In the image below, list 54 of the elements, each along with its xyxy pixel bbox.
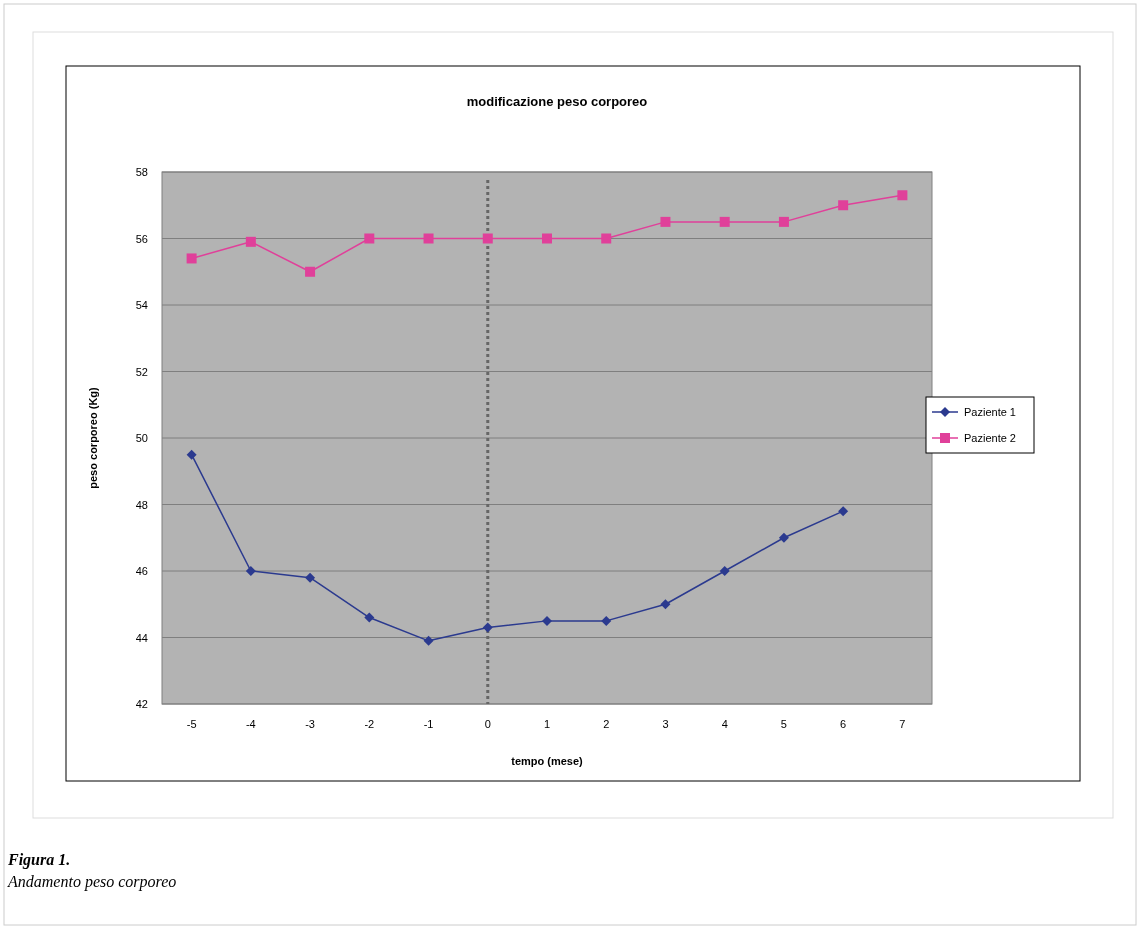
x-tick-label: -1 (423, 718, 434, 730)
y-tick-label: 54 (135, 299, 148, 311)
x-tick-label: 2 (603, 718, 610, 730)
x-axis-title: tempo (mese) (511, 755, 584, 767)
point (245, 566, 256, 576)
point (186, 449, 197, 460)
x-tick-label: 6 (840, 718, 847, 730)
point (601, 615, 612, 626)
point (364, 233, 375, 244)
x-tick-label: 4 (721, 718, 728, 730)
text: Andamento peso corporeo (7, 873, 177, 891)
y-tick-label: 52 (135, 365, 148, 378)
point (423, 635, 434, 646)
point (305, 266, 316, 277)
y-tick-label: 44 (135, 631, 148, 644)
point (542, 233, 552, 244)
x-tick-label: 1 (543, 718, 551, 730)
point (245, 236, 256, 247)
y-tick-label: 58 (135, 166, 148, 178)
point (305, 572, 316, 583)
x-tick-label: 7 (899, 718, 906, 730)
point (660, 216, 671, 227)
point (660, 599, 671, 610)
chart-title: modificazione peso corporeo (466, 94, 648, 109)
point (482, 622, 493, 633)
legend-label: Paziente 1 (964, 406, 1016, 418)
text: Figura 1. (7, 851, 71, 869)
point (423, 233, 434, 244)
point (186, 253, 197, 264)
x-tick-label: -2 (364, 718, 375, 730)
point (897, 190, 908, 201)
point (838, 506, 849, 517)
y-tick-label: 42 (135, 698, 148, 710)
y-tick-label: 50 (135, 432, 148, 444)
x-tick-label: 0 (484, 718, 491, 730)
y-tick-label: 48 (135, 498, 148, 511)
x-tick-label: 3 (662, 718, 669, 730)
point (542, 615, 552, 626)
y-tick-label: 56 (135, 232, 148, 245)
point (719, 566, 730, 576)
point (778, 532, 789, 543)
x-tick-label: -5 (186, 718, 197, 730)
point (838, 200, 849, 211)
point (778, 216, 789, 227)
y-axis-title: peso corporeo (Kg) (87, 386, 99, 489)
point (482, 233, 493, 244)
x-tick-label: 5 (780, 718, 787, 730)
x-tick-label: -4 (245, 718, 256, 730)
y-tick-label: 46 (135, 565, 148, 577)
legend-label: Paziente 2 (964, 432, 1016, 444)
point (601, 233, 612, 244)
x-tick-label: -3 (305, 718, 315, 730)
point (364, 612, 375, 623)
point (719, 216, 730, 227)
